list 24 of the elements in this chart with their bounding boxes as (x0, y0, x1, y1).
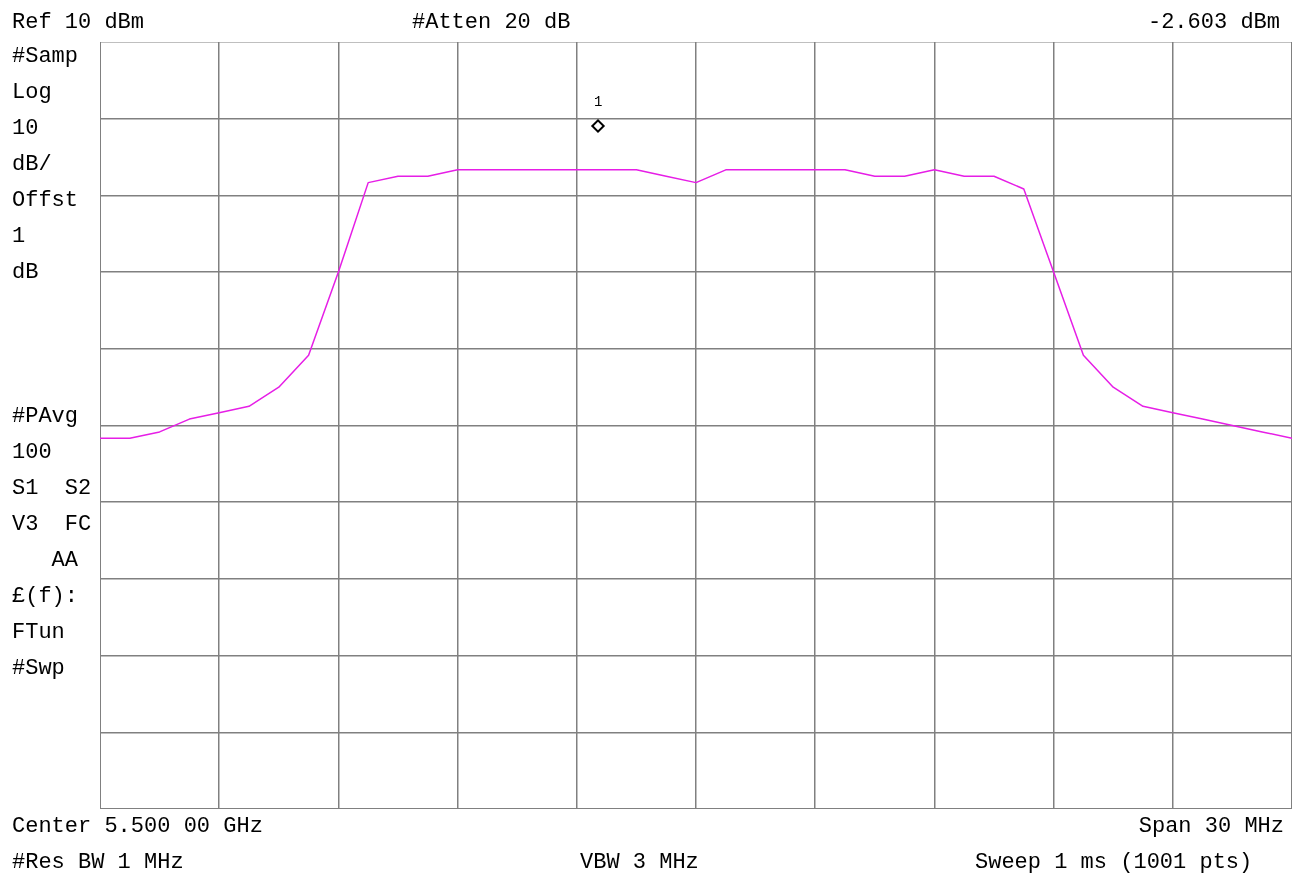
text: S1 S2 (12, 475, 92, 503)
text: V3 FC (12, 511, 92, 539)
text: 10 (12, 115, 39, 143)
text: #PAvg (12, 403, 79, 431)
text: Center 5.500 00 GHz (12, 813, 263, 841)
text: Span 30 MHz (1138, 813, 1284, 841)
text: -2.603 dBm (1147, 9, 1280, 37)
text: FTun (12, 619, 65, 647)
text: Ref 10 dBm (12, 9, 145, 37)
text: #Samp (12, 43, 79, 71)
text: #Atten 20 dB (412, 9, 571, 37)
text: VBW 3 MHz (580, 849, 699, 877)
text: £(f): (12, 583, 79, 611)
text: AA (50, 547, 79, 575)
text: dB/ (12, 151, 52, 179)
text: #Res BW 1 MHz (12, 849, 184, 877)
text: dB (12, 259, 39, 287)
text: 1 (12, 223, 26, 251)
text: 100 (12, 439, 52, 467)
text: Offst (12, 187, 79, 215)
text: #Swp (12, 655, 65, 683)
text: Log (12, 79, 52, 107)
text: Sweep 1 ms (1001 pts) (975, 849, 1253, 877)
text: 1 (594, 94, 603, 110)
